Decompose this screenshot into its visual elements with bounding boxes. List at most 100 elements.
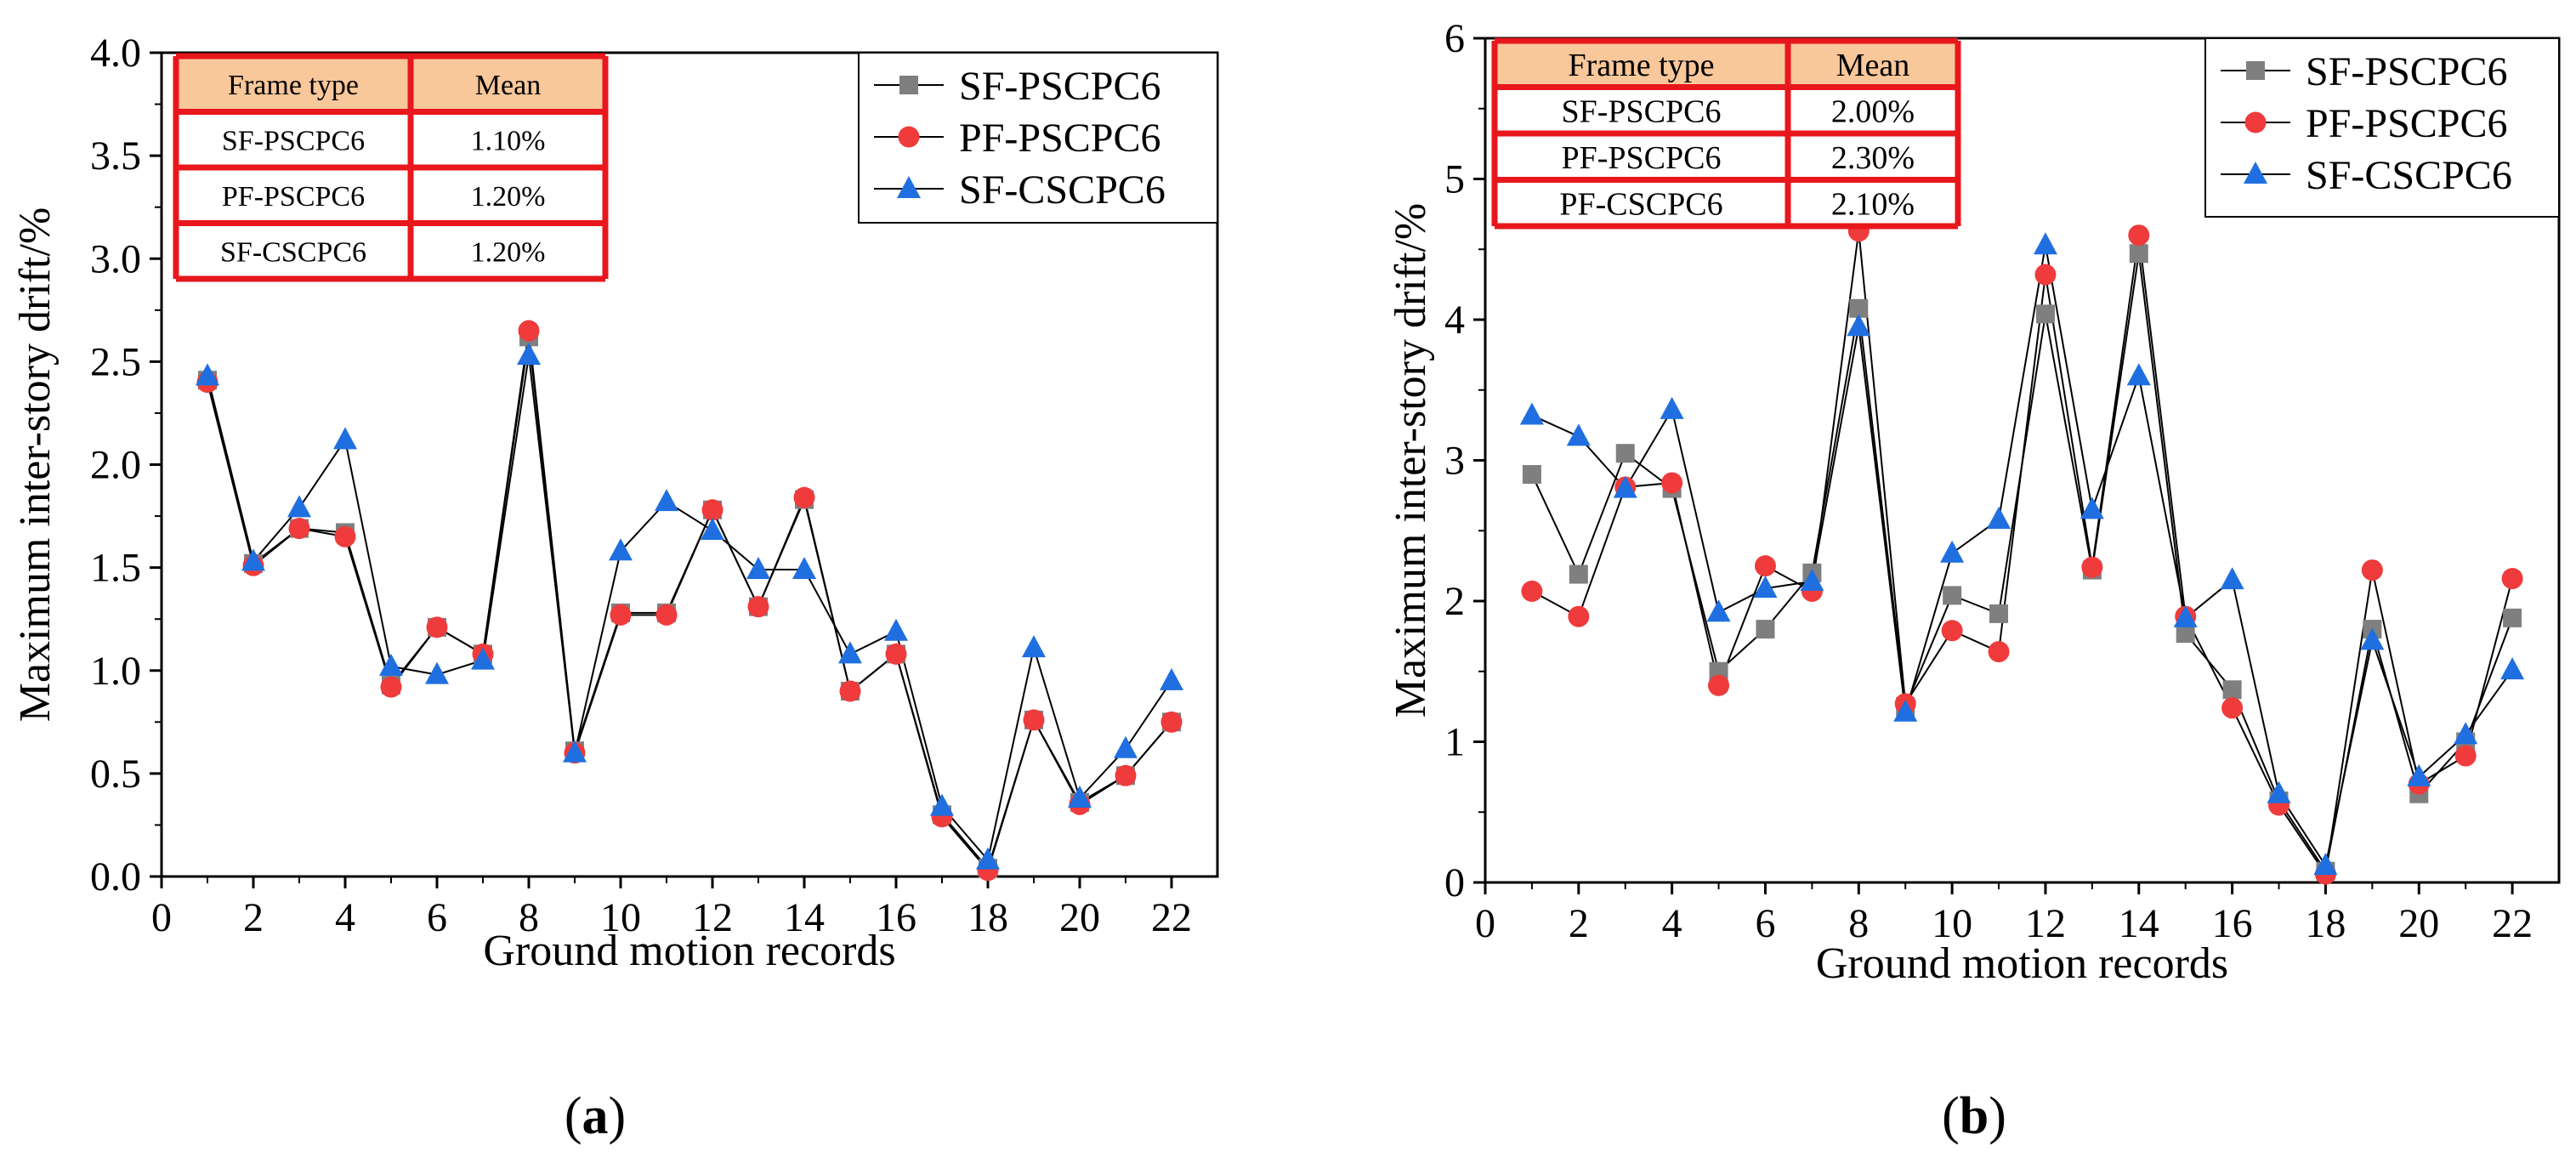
data-point-SF-PSCPC6-2 — [1569, 564, 1588, 584]
data-point-SF-CSCPC6-9 — [1893, 699, 1918, 722]
data-point-SF-PSCPC6-15 — [2176, 624, 2195, 644]
data-point-SF-CSCPC6-4 — [333, 427, 357, 450]
table-cell: SF-PSCPC6 — [222, 125, 365, 156]
x-tick-label: 20 — [1059, 895, 1100, 940]
data-point-SF-PSCPC6-12 — [2035, 304, 2055, 324]
x-tick-label: 16 — [876, 895, 916, 940]
data-point-SF-PSCPC6-10 — [1943, 586, 1962, 605]
data-point-SF-CSCPC6-14 — [792, 557, 816, 580]
x-tick-label: 6 — [427, 895, 447, 940]
table-cell: 1.20% — [471, 181, 546, 213]
series-line-SF-CSCPC6 — [207, 355, 1172, 862]
x-tick-label: 10 — [1932, 901, 1972, 946]
y-axis-label: Maximum inter-story drift/% — [11, 207, 60, 723]
legend-label: SF-CSCPC6 — [2306, 153, 2512, 198]
data-point-SF-PSCPC6-6 — [1756, 620, 1775, 639]
y-tick-label: 5 — [1444, 157, 1465, 202]
data-point-PF-PSCPC6-11 — [1988, 641, 2010, 663]
data-point-SF-CSCPC6-3 — [287, 495, 311, 518]
x-axis-label: Ground motion records — [483, 927, 895, 975]
x-tick-label: 8 — [1848, 901, 1869, 946]
data-point-PF-PSCPC6-21 — [1115, 764, 1137, 786]
data-point-SF-PSCPC6-8 — [1849, 298, 1869, 318]
series-line-SF-CSCPC6 — [1531, 245, 2513, 868]
data-point-SF-CSCPC6-15 — [2173, 604, 2198, 627]
y-tick-label: 0 — [1444, 860, 1465, 905]
data-point-SF-CSCPC6-1 — [1519, 402, 1544, 425]
panel-caption: (a) — [565, 1087, 626, 1145]
caption-letter: a — [582, 1087, 609, 1145]
data-point-SF-CSCPC6-7 — [1800, 568, 1824, 591]
x-tick-label: 4 — [1662, 901, 1682, 946]
y-tick-label: 1.0 — [90, 649, 141, 694]
x-tick-label: 14 — [2119, 901, 2159, 946]
y-axis-label: Maximum inter-story drift/% — [1387, 203, 1435, 718]
data-point-SF-CSCPC6-12 — [2033, 232, 2057, 255]
data-point-SF-CSCPC6-7 — [471, 647, 495, 670]
data-point-SF-CSCPC6-6 — [425, 661, 449, 684]
data-point-PF-PSCPC6-6 — [426, 616, 448, 638]
data-point-PF-PSCPC6-21 — [2454, 745, 2477, 767]
data-point-PF-PSCPC6-14 — [793, 486, 815, 508]
caption-close-paren: ) — [1989, 1087, 2006, 1145]
data-point-SF-CSCPC6-22 — [1160, 667, 1183, 690]
data-point-SF-CSCPC6-5 — [1706, 599, 1731, 622]
x-tick-label: 18 — [967, 895, 1008, 940]
caption-open-paren: ( — [1942, 1087, 1960, 1145]
data-point-SF-CSCPC6-19 — [1022, 635, 1046, 658]
data-point-SF-CSCPC6-12 — [701, 518, 724, 541]
data-point-PF-PSCPC6-13 — [747, 596, 769, 618]
data-point-PF-PSCPC6-4 — [1661, 472, 1683, 494]
data-point-SF-CSCPC6-2 — [1566, 423, 1591, 446]
legend-marker-circle — [2244, 111, 2267, 133]
data-point-PF-PSCPC6-22 — [2501, 568, 2523, 590]
chart-panel-a: 0 2 4 6 8 10 12 14 16 18 20 22 0.0 0.5 1.0 1.5 2.0 2.5 3.0… — [11, 31, 1219, 1145]
table-cell: 2.30% — [1831, 140, 1915, 176]
y-tick-label: 2.5 — [90, 339, 141, 384]
data-point-SF-CSCPC6-18 — [976, 847, 1000, 870]
data-point-SF-CSCPC6-21 — [2454, 722, 2478, 745]
y-tick-label: 2 — [1444, 579, 1465, 624]
y-tick-label: 0.5 — [90, 752, 141, 797]
x-tick-label: 14 — [784, 895, 825, 940]
data-point-PF-PSCPC6-22 — [1160, 711, 1183, 733]
data-point-SF-CSCPC6-16 — [884, 618, 908, 641]
data-point-SF-PSCPC6-3 — [1615, 444, 1635, 463]
x-tick-label: 12 — [692, 895, 733, 940]
data-point-PF-PSCPC6-16 — [885, 643, 907, 665]
table-cell: 1.10% — [471, 125, 546, 156]
legend-label: SF-PSCPC6 — [959, 64, 1161, 109]
x-tick-label: 0 — [1475, 901, 1495, 946]
table-cell: SF-CSCPC6 — [220, 236, 366, 268]
y-tick-label: 1 — [1444, 720, 1465, 765]
data-point-SF-CSCPC6-8 — [1847, 314, 1871, 337]
data-point-PF-PSCPC6-2 — [1568, 605, 1590, 627]
data-point-PF-PSCPC6-5 — [380, 676, 402, 698]
y-tick-label: 3 — [1444, 439, 1465, 484]
data-point-PF-PSCPC6-8 — [518, 320, 540, 342]
data-point-PF-PSCPC6-14 — [2128, 224, 2150, 247]
x-tick-label: 2 — [243, 895, 264, 940]
data-point-SF-CSCPC6-18 — [2313, 853, 2338, 876]
data-point-SF-CSCPC6-6 — [1753, 576, 1778, 599]
data-point-SF-CSCPC6-13 — [2080, 496, 2104, 519]
legend-marker-square — [2246, 61, 2265, 80]
x-tick-label: 12 — [2025, 901, 2066, 946]
data-point-SF-CSCPC6-16 — [2220, 567, 2244, 590]
table-header-row — [176, 56, 605, 112]
data-point-PF-PSCPC6-4 — [334, 525, 356, 547]
legend-marker-triangle — [897, 176, 921, 198]
data-point-PF-PSCPC6-11 — [655, 604, 678, 626]
legend-label: SF-PSCPC6 — [2306, 49, 2508, 94]
data-point-SF-CSCPC6-10 — [1940, 540, 1965, 563]
data-point-PF-PSCPC6-19 — [2361, 559, 2383, 582]
data-point-SF-CSCPC6-11 — [655, 489, 678, 512]
caption-letter: b — [1960, 1087, 1989, 1145]
data-point-SF-CSCPC6-20 — [1068, 785, 1092, 808]
y-tick-label: 6 — [1444, 16, 1465, 61]
data-point-PF-PSCPC6-12 — [2034, 264, 2057, 286]
y-tick-label: 0.0 — [90, 854, 141, 899]
y-tick-label: 1.5 — [90, 546, 141, 591]
